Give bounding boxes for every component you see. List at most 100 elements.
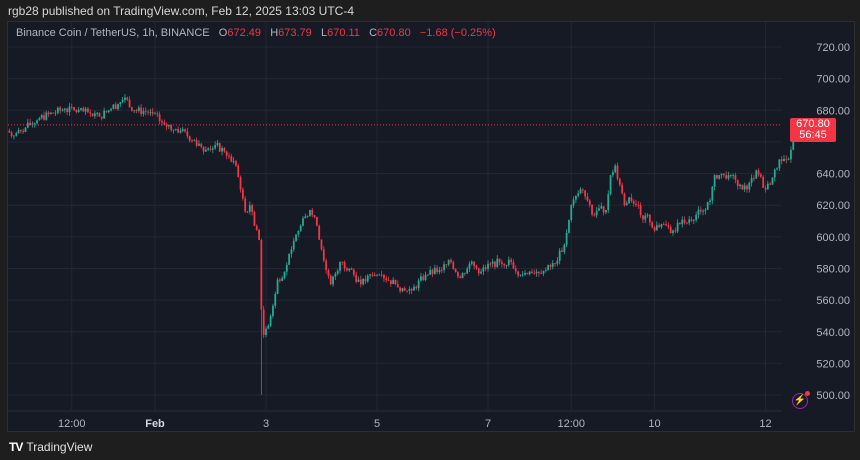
close-label: C	[369, 27, 378, 39]
candle-body	[463, 272, 466, 274]
candle-body	[512, 262, 515, 269]
candle-body	[84, 108, 87, 112]
candle-body	[121, 99, 124, 102]
candle-body	[690, 219, 693, 221]
candle-body	[75, 109, 78, 112]
candle-body	[521, 274, 524, 276]
candle-body	[357, 279, 360, 282]
candle-body	[702, 210, 704, 212]
candle-body	[517, 271, 519, 276]
candle-body	[651, 222, 654, 228]
candle-body	[577, 193, 580, 196]
candle-body	[734, 175, 737, 180]
candle-body	[383, 274, 385, 279]
candle-body	[757, 170, 760, 175]
candle-body	[732, 175, 735, 176]
candle-body	[336, 270, 339, 274]
candle-body	[228, 155, 230, 157]
candle-body	[648, 214, 651, 223]
candle-body	[149, 111, 152, 113]
symbol-name[interactable]: Binance Coin / TetherUS, 1h, BINANCE	[16, 27, 210, 39]
candle-body	[616, 165, 619, 179]
candle-body	[709, 200, 711, 202]
candle-body	[191, 140, 193, 142]
candlestick-chart[interactable]: 720.00 700.00 680.00 640.00 620.00 600.00 580.…	[8, 22, 855, 432]
candle-body	[699, 209, 702, 212]
candle-body	[519, 274, 522, 276]
candle-body	[110, 108, 112, 111]
candle-body	[549, 265, 552, 267]
candle-body	[461, 272, 464, 278]
candle-body	[697, 209, 700, 215]
candle-body	[574, 195, 577, 200]
candle-body	[447, 259, 450, 265]
candle-body	[193, 140, 196, 142]
candle-body	[366, 275, 369, 282]
candle-body	[144, 111, 147, 112]
chart-panel[interactable]: 720.00 700.00 680.00 640.00 620.00 600.00 580.…	[7, 21, 855, 432]
candle-body	[424, 274, 427, 281]
candle-body	[376, 275, 378, 277]
candle-body	[128, 99, 131, 108]
candle-body	[667, 225, 670, 227]
tradingview-logo-icon: TV	[9, 440, 23, 454]
candle-body	[646, 214, 649, 216]
candle-body	[200, 143, 203, 147]
candle-body	[87, 108, 89, 113]
price-axis-label: 720.00	[816, 42, 850, 54]
candle-body	[348, 268, 351, 271]
candle-body	[787, 159, 790, 161]
candle-body	[195, 140, 198, 146]
candle-body	[170, 125, 173, 130]
candle-body	[216, 143, 219, 146]
candle-body	[632, 201, 635, 204]
candle-body	[70, 106, 73, 108]
close-value: 670.80	[377, 27, 411, 39]
candle-body	[299, 225, 302, 231]
candle-body	[570, 205, 573, 221]
candle-body	[669, 226, 672, 233]
candle-body	[533, 273, 536, 275]
low-label: L	[320, 27, 328, 39]
candle-body	[142, 111, 145, 114]
candle-body	[373, 274, 376, 277]
candle-body	[762, 176, 765, 188]
candle-body	[621, 184, 624, 194]
candle-body	[221, 148, 223, 152]
candle-body	[267, 325, 270, 329]
candle-body	[422, 276, 425, 281]
candle-body	[406, 290, 408, 292]
candle-body	[429, 269, 432, 275]
candle-body	[198, 143, 200, 146]
candle-body	[558, 250, 561, 261]
candle-body	[482, 267, 485, 272]
price-axis-label: 600.00	[816, 232, 850, 244]
price-axis-label: 520.00	[816, 358, 850, 370]
candle-body	[98, 112, 101, 117]
candle-body	[591, 205, 593, 215]
candle-body	[396, 284, 399, 288]
candle-body	[542, 270, 545, 274]
candle-body	[563, 244, 566, 252]
candle-body	[181, 129, 184, 131]
candle-body	[230, 156, 233, 162]
candle-body	[302, 218, 304, 226]
candle-body	[96, 112, 99, 114]
open-value: 672.49	[227, 27, 262, 39]
candle-body	[362, 278, 365, 285]
candle-body	[637, 205, 640, 206]
candle-body	[50, 112, 52, 114]
lightning-icon[interactable]: ⚡	[792, 391, 810, 409]
candle-body	[350, 268, 353, 270]
candle-body	[676, 222, 679, 232]
candle-body	[503, 263, 506, 266]
candle-body	[600, 206, 603, 209]
candle-body	[598, 208, 600, 211]
candle-body	[54, 112, 57, 114]
candle-body	[188, 136, 191, 141]
candle-body	[184, 129, 186, 132]
candle-body	[720, 173, 723, 176]
candle-body	[662, 224, 665, 225]
candle-body	[491, 261, 494, 264]
price-axis-label: 640.00	[816, 169, 850, 181]
